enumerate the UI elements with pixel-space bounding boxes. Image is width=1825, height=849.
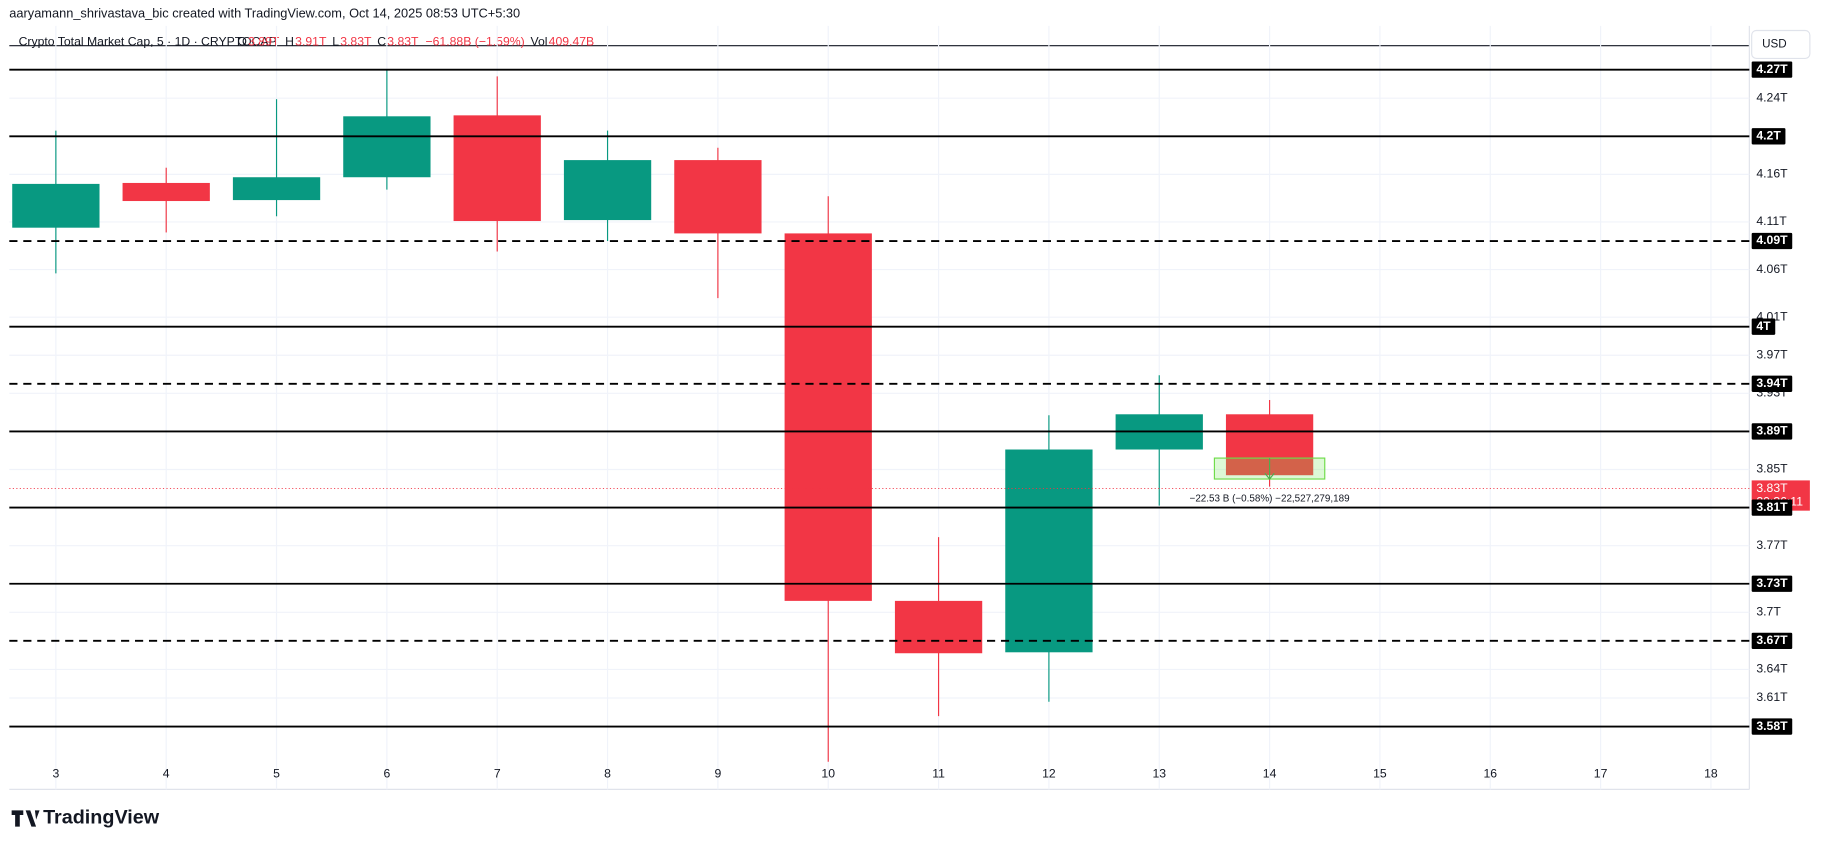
legend-value: 3.83T	[387, 34, 419, 48]
x-tick-label: 9	[714, 766, 721, 780]
attribution: aaryamann_shrivastava_bic created with T…	[9, 6, 520, 21]
y-tick-label: 4.11T	[1756, 214, 1787, 228]
logo: TradingView	[11, 807, 160, 829]
y-tick-label: 3.77T	[1756, 538, 1788, 552]
legend-value: 409.47B	[549, 34, 595, 48]
candle-body	[12, 183, 100, 228]
level-label: 3.81T	[1756, 500, 1788, 514]
level-tag: 4.27T	[1751, 61, 1793, 78]
level-label-box	[1751, 575, 1793, 592]
x-tick-label: 17	[1594, 766, 1608, 780]
level-tag: 3.94T	[1751, 375, 1793, 392]
candle-body	[894, 600, 983, 654]
legend-value: 3.83T	[340, 34, 372, 48]
level-label: 4T	[1756, 319, 1771, 333]
legend-value: 3.89T	[248, 34, 280, 48]
legend-key: H	[285, 34, 294, 48]
candle-body	[343, 116, 431, 178]
level-label-box	[1751, 61, 1793, 78]
candle-body	[1005, 449, 1093, 653]
x-tick-label: 3	[52, 766, 59, 780]
level-label: 4.27T	[1756, 62, 1788, 76]
candle-body	[784, 233, 872, 601]
y-tick-label: 4.16T	[1756, 167, 1788, 181]
candle-body	[563, 160, 652, 221]
x-tick-label: 11	[932, 766, 945, 780]
brand: TradingView	[43, 807, 160, 829]
level-tag: 4T	[1751, 318, 1776, 335]
x-tick-label: 5	[273, 766, 280, 780]
candle-body	[232, 177, 321, 201]
currency: USD	[1762, 38, 1787, 51]
level-tag: 4.2T	[1751, 128, 1786, 145]
legend-key: C	[377, 34, 386, 48]
x-tick-label: 14	[1263, 766, 1277, 780]
level-label: 3.67T	[1756, 633, 1788, 647]
y-tick-label: 3.85T	[1756, 462, 1788, 476]
legend-key: L	[332, 34, 339, 48]
x-tick-label: 10	[821, 766, 835, 780]
x-tick-label: 7	[494, 766, 501, 780]
x-tick-label: 6	[383, 766, 390, 780]
level-label-box	[1751, 128, 1786, 145]
x-tick-label: 8	[604, 766, 611, 780]
y-tick-label: 3.64T	[1756, 662, 1788, 676]
x-tick-label: 15	[1373, 766, 1387, 780]
currency-box[interactable]	[1751, 29, 1811, 60]
x-tick-label: 16	[1483, 766, 1497, 780]
level-label-box	[1751, 423, 1793, 440]
legend-value: 3.91T	[295, 34, 327, 48]
level-tag: 3.81T	[1751, 499, 1793, 516]
legend-key: O	[237, 34, 247, 48]
level-tag: 3.89T	[1751, 423, 1793, 440]
x-tick-label: 4	[163, 766, 170, 780]
candle-body	[453, 115, 541, 222]
x-tick-label: 12	[1042, 766, 1056, 780]
legend-value: −61.88B (−1.59%)	[426, 34, 525, 48]
y-tick-label: 4.24T	[1756, 90, 1788, 104]
level-tag: 4.09T	[1751, 232, 1793, 250]
level-label: 3.58T	[1756, 719, 1788, 733]
measure-arrowhead	[1264, 472, 1275, 480]
level-tag: 3.73T	[1751, 575, 1793, 592]
last-price-label: 3.83T	[1756, 481, 1788, 495]
y-tick-label: 3.7T	[1756, 605, 1781, 619]
level-label: 4.09T	[1756, 233, 1788, 247]
measure-label: −22.53 B (−0.58%) −22,527,279,189	[1190, 493, 1351, 504]
level-label: 3.89T	[1756, 424, 1788, 438]
legend-key: Vol	[531, 34, 548, 48]
level-label: 4.2T	[1756, 129, 1781, 143]
level-label-box	[1751, 499, 1793, 516]
level-label-box	[1751, 632, 1793, 650]
y-tick-label: 3.61T	[1756, 690, 1788, 704]
level-label-box	[1751, 375, 1793, 392]
candle-body	[674, 160, 762, 234]
level-label-box	[1751, 718, 1793, 735]
level-label: 3.73T	[1756, 576, 1788, 590]
y-tick-label: 3.97T	[1756, 347, 1788, 361]
x-tick-label: 13	[1152, 766, 1166, 780]
level-tag: 3.67T	[1751, 632, 1793, 650]
level-label: 3.94T	[1756, 376, 1788, 390]
x-tick-label: 18	[1704, 766, 1718, 780]
symbol: Crypto Total Market Cap, 5 · 1D · CRYPTO…	[19, 34, 277, 48]
candle-body	[122, 182, 210, 202]
level-label-box	[1751, 232, 1793, 250]
level-tag: 3.58T	[1751, 718, 1793, 735]
level-label-box	[1751, 318, 1776, 335]
y-tick-label: 4.06T	[1756, 262, 1788, 276]
